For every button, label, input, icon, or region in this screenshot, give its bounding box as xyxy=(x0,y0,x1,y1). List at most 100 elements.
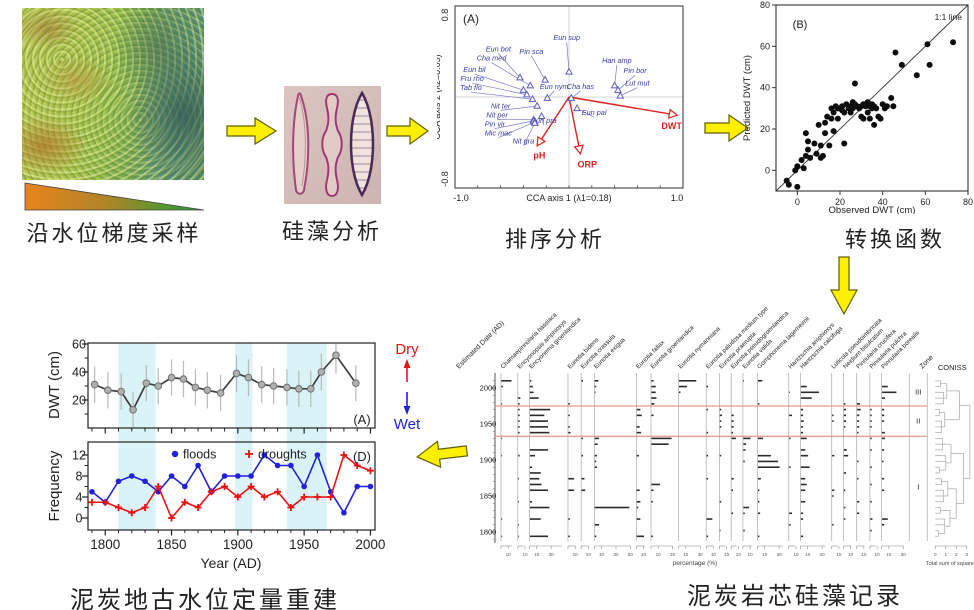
flow-arrow-down-icon xyxy=(830,256,858,316)
transfer-function-scatter-plot: 0 0 20 20 40 40 60 60 80 80 (B) 1:1 line Observed DW… xyxy=(742,0,973,214)
svg-text:0: 0 xyxy=(934,552,937,557)
svg-text:CCA axis 1 (λ1=0.18): CCA axis 1 (λ1=0.18) xyxy=(526,193,611,203)
svg-text:Total sum of squares: Total sum of squares xyxy=(926,561,974,567)
svg-text:1900: 1900 xyxy=(480,456,497,465)
cca-ordination-plot: -1.0 1.0 CCA axis 1 (λ1=0.18) 0.8 -0.8 CCA ax… xyxy=(437,5,684,203)
svg-text:10: 10 xyxy=(683,552,689,557)
caption-diatom-analysis: 硅藻分析 xyxy=(281,219,382,244)
svg-text:(B): (B) xyxy=(793,19,808,31)
svg-text:30: 30 xyxy=(670,552,676,557)
svg-text:II: II xyxy=(916,417,920,426)
svg-text:0: 0 xyxy=(76,512,83,526)
svg-text:CCA axis 2 (λ2=0.05): CCA axis 2 (λ2=0.05) xyxy=(437,54,442,139)
svg-text:10: 10 xyxy=(875,552,881,557)
svg-text:Cha med: Cha med xyxy=(477,54,508,63)
svg-text:1:1 line: 1:1 line xyxy=(935,12,963,22)
svg-text:50: 50 xyxy=(628,552,634,557)
svg-text:20: 20 xyxy=(760,124,770,134)
svg-text:60: 60 xyxy=(760,41,770,51)
svg-text:Eun pra: Eun pra xyxy=(531,116,557,125)
svg-text:pH: pH xyxy=(533,150,545,160)
svg-text:10: 10 xyxy=(805,552,811,557)
svg-text:-1.0: -1.0 xyxy=(453,193,469,203)
svg-text:10: 10 xyxy=(599,552,605,557)
svg-text:0: 0 xyxy=(795,197,800,207)
svg-text:DWT: DWT xyxy=(661,121,682,131)
svg-text:80: 80 xyxy=(760,0,770,10)
svg-text:Frequency: Frequency xyxy=(46,450,63,521)
svg-text:20: 20 xyxy=(835,197,845,207)
flow-arrow-right-1-icon xyxy=(226,116,278,146)
svg-text:2: 2 xyxy=(955,552,958,557)
svg-text:0: 0 xyxy=(765,165,770,175)
svg-text:Eun sup: Eun sup xyxy=(553,33,580,42)
svg-text:Han amp: Han amp xyxy=(602,56,632,65)
svg-text:10: 10 xyxy=(836,552,842,557)
svg-text:floods: floods xyxy=(183,448,216,462)
svg-text:30: 30 xyxy=(613,552,619,557)
svg-text:60: 60 xyxy=(72,338,86,352)
svg-text:2000: 2000 xyxy=(355,537,385,552)
svg-text:40: 40 xyxy=(72,366,86,380)
svg-text:Zone: Zone xyxy=(919,354,935,370)
core-diatom-stratigraphy-diagram: 1800 1850 1900 1950 2000 Estimated Date (AD) C… xyxy=(455,305,974,567)
svg-text:10: 10 xyxy=(793,552,799,557)
svg-text:30: 30 xyxy=(777,552,783,557)
svg-text:Cha has: Cha has xyxy=(567,82,595,91)
svg-text:-0.8: -0.8 xyxy=(440,171,450,187)
svg-text:Observed DWT (cm): Observed DWT (cm) xyxy=(829,205,916,214)
svg-text:10: 10 xyxy=(886,552,892,557)
svg-text:Pin sca: Pin sca xyxy=(519,47,543,56)
svg-text:Fru rho: Fru rho xyxy=(460,74,484,83)
svg-text:10: 10 xyxy=(573,552,579,557)
caption-core-record: 泥炭岩芯硅藻记录 xyxy=(687,584,903,610)
svg-text:Eun bot: Eun bot xyxy=(486,45,512,54)
svg-text:10: 10 xyxy=(641,552,647,557)
svg-text:12: 12 xyxy=(72,449,86,463)
svg-text:Pin vir: Pin vir xyxy=(485,120,506,129)
svg-text:30: 30 xyxy=(698,552,704,557)
svg-text:1850: 1850 xyxy=(157,537,187,552)
svg-text:10: 10 xyxy=(522,552,528,557)
caption-transfer-function: 转换函数 xyxy=(844,227,945,252)
flow-arrow-right-3-icon xyxy=(704,113,750,143)
svg-text:10: 10 xyxy=(762,552,768,557)
paleo-water-table-reconstruction-charts: 20 40 60 (A) DWT (cm) Dry Wet 0 4 8 12 1800 1850 1900… xyxy=(46,338,421,572)
svg-text:30: 30 xyxy=(549,552,555,557)
svg-text:10: 10 xyxy=(656,552,662,557)
svg-text:80: 80 xyxy=(963,197,973,207)
svg-text:10: 10 xyxy=(506,552,512,557)
svg-text:8: 8 xyxy=(76,470,83,484)
flow-arrow-right-2-icon xyxy=(386,116,430,146)
svg-text:(A): (A) xyxy=(463,12,479,26)
svg-text:DWT (cm): DWT (cm) xyxy=(46,351,63,419)
svg-text:1950: 1950 xyxy=(480,420,497,429)
svg-text:1: 1 xyxy=(944,552,947,557)
diatom-micrograph xyxy=(284,86,381,204)
svg-text:2000: 2000 xyxy=(480,384,497,393)
svg-text:CONISS: CONISS xyxy=(938,363,967,372)
svg-text:Lut mut: Lut mut xyxy=(625,79,650,88)
svg-text:1950: 1950 xyxy=(289,537,319,552)
svg-text:Nit per: Nit per xyxy=(486,110,508,119)
svg-text:10: 10 xyxy=(711,552,717,557)
svg-text:ORP: ORP xyxy=(577,160,597,170)
svg-text:10: 10 xyxy=(724,552,730,557)
svg-text:Tab flo: Tab flo xyxy=(460,83,482,92)
svg-text:10: 10 xyxy=(586,552,592,557)
svg-text:(D): (D) xyxy=(353,449,371,464)
caption-sampling: 沿水位梯度采样 xyxy=(26,221,202,246)
svg-text:Mic mac: Mic mac xyxy=(485,129,513,138)
svg-text:Wet: Wet xyxy=(394,416,421,433)
svg-text:1800: 1800 xyxy=(90,537,120,552)
svg-text:III: III xyxy=(915,387,921,396)
svg-text:Eun nym: Eun nym xyxy=(540,82,569,91)
svg-text:30: 30 xyxy=(901,552,907,557)
svg-text:Dry: Dry xyxy=(395,341,419,358)
svg-text:1900: 1900 xyxy=(223,537,253,552)
svg-text:1800: 1800 xyxy=(480,528,497,537)
svg-text:10: 10 xyxy=(848,552,854,557)
svg-text:4: 4 xyxy=(76,491,83,505)
svg-text:Year (AD): Year (AD) xyxy=(201,555,262,571)
